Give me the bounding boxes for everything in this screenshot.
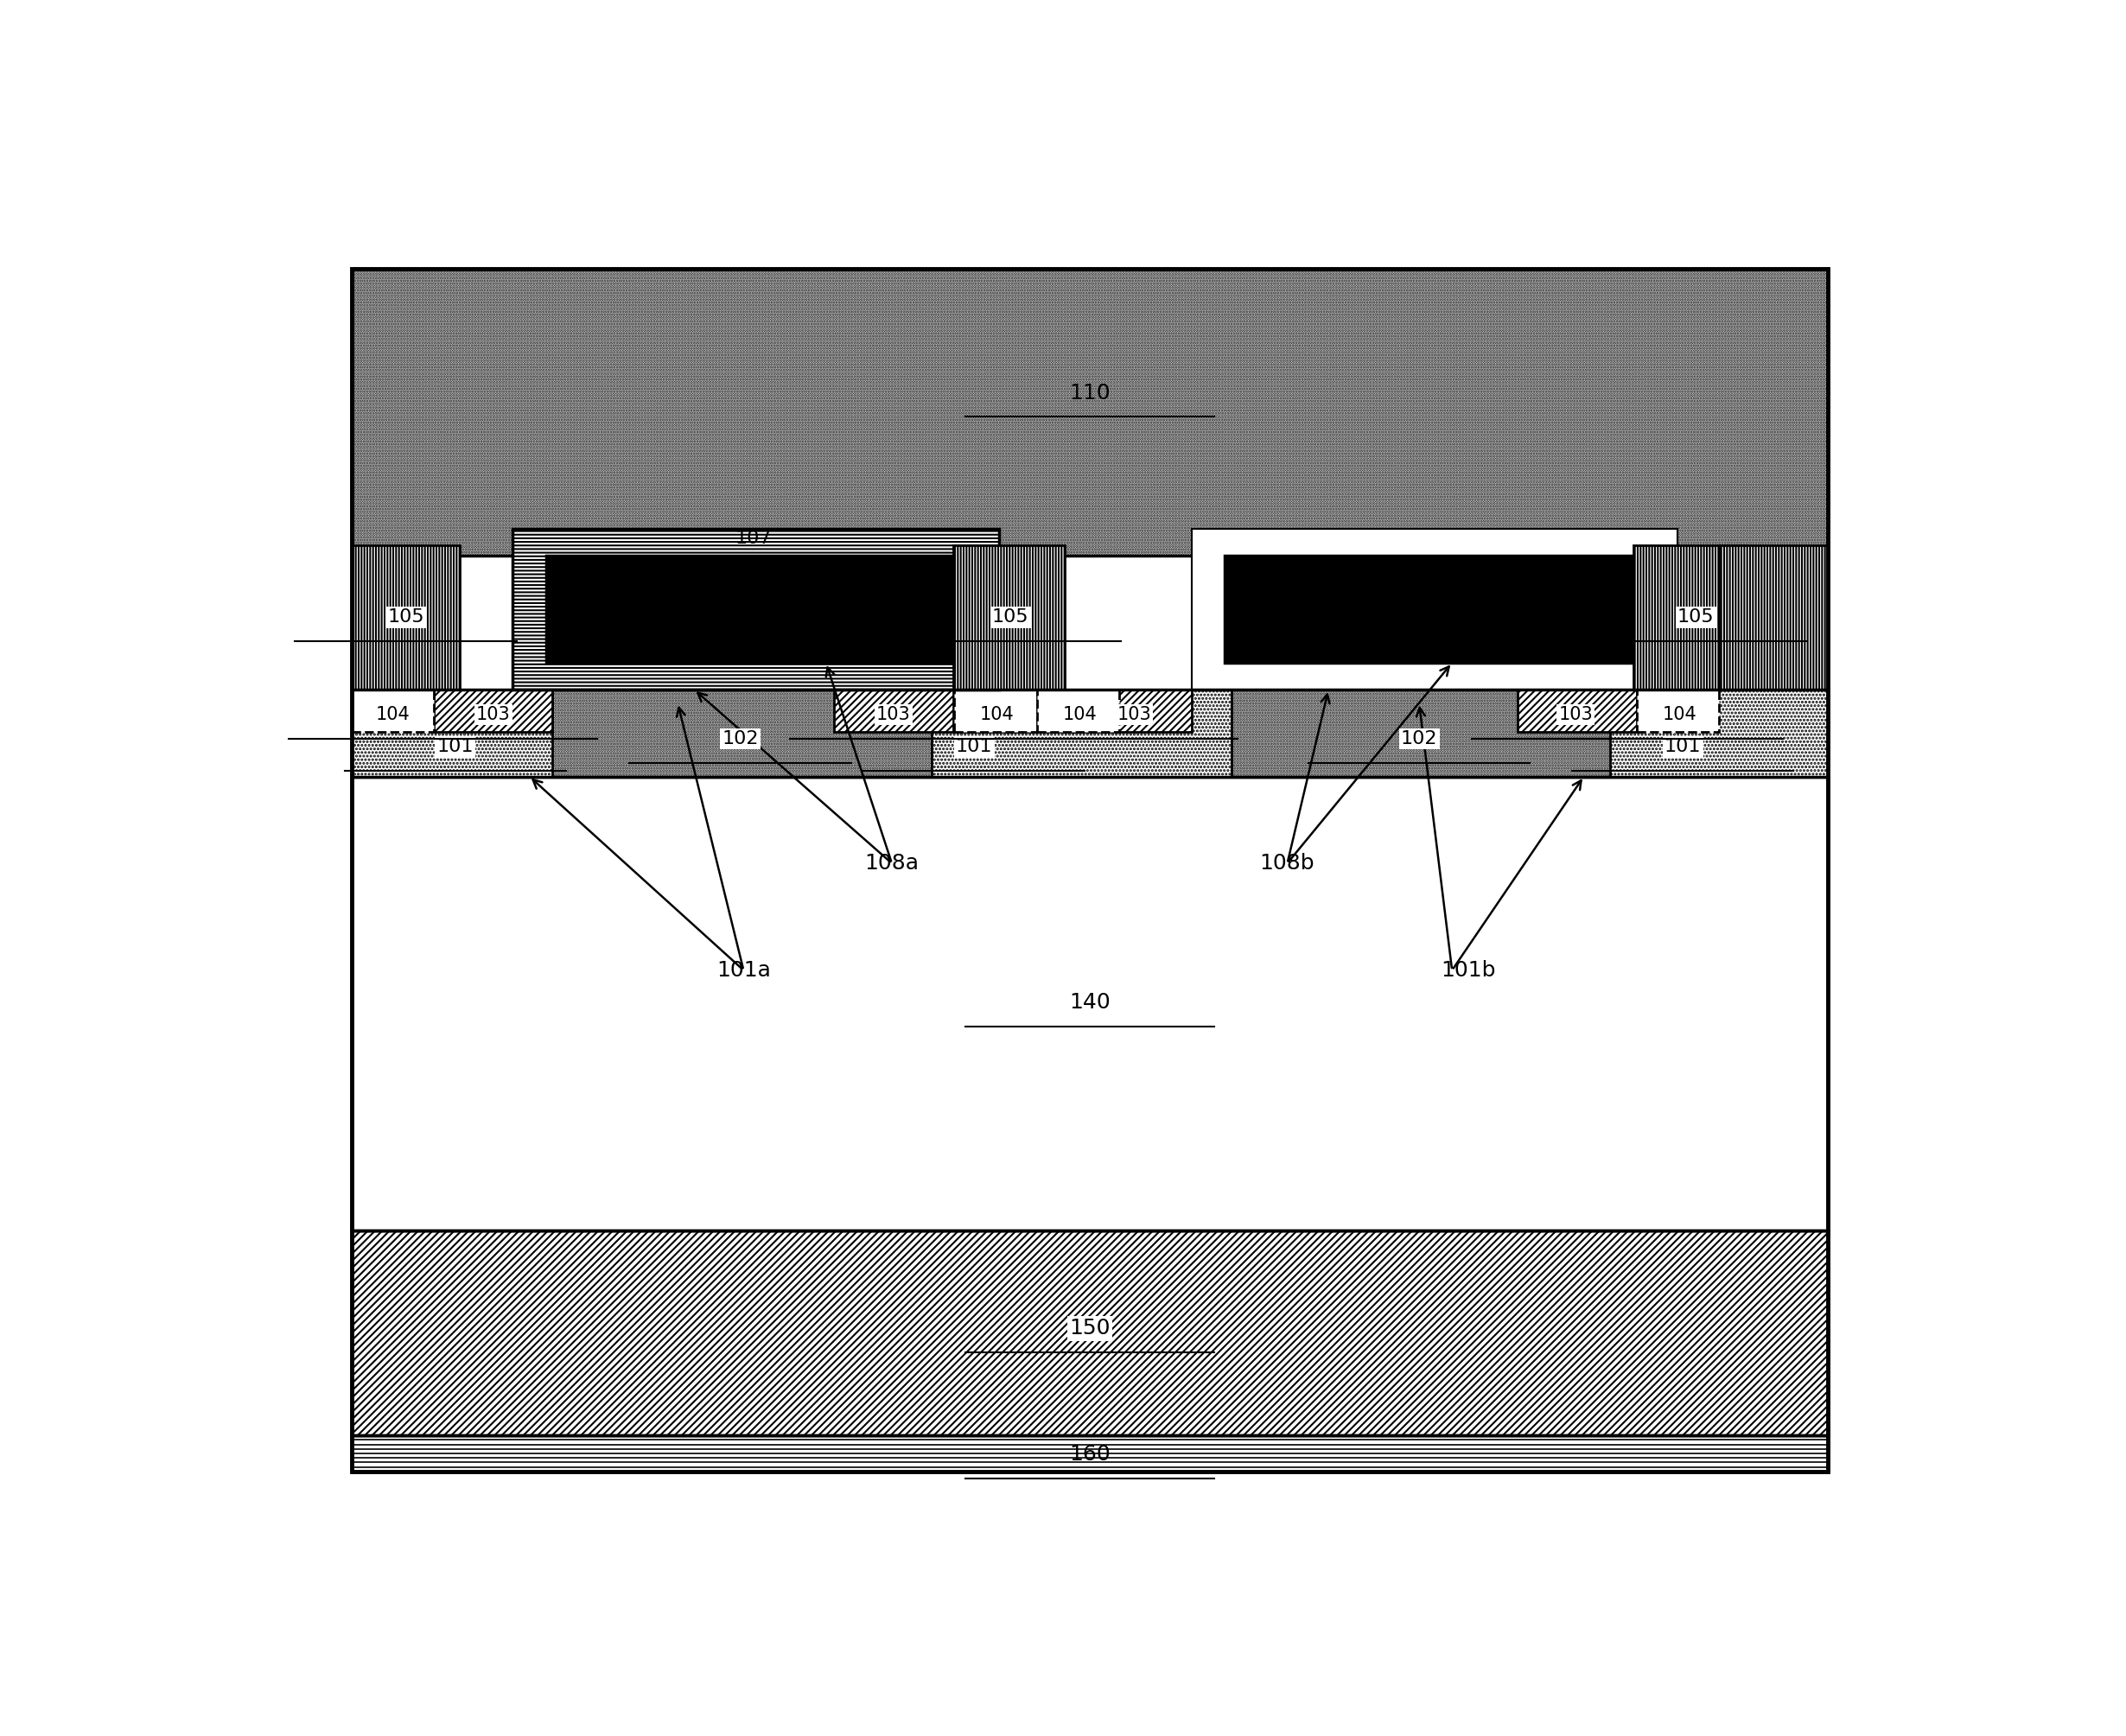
Text: 103: 103 — [1116, 707, 1152, 724]
Text: 101: 101 — [436, 738, 474, 755]
Text: 104: 104 — [1663, 707, 1697, 724]
Text: 104: 104 — [980, 707, 1014, 724]
Bar — [512, 529, 999, 689]
Text: 108b: 108b — [1261, 852, 1314, 873]
Bar — [955, 689, 1037, 733]
Bar — [351, 269, 1828, 556]
Text: 101b: 101b — [1441, 960, 1497, 981]
Text: 101: 101 — [957, 738, 993, 755]
Text: 106b: 106b — [1412, 601, 1461, 618]
Text: 104: 104 — [376, 707, 410, 724]
Bar — [1518, 689, 1637, 733]
Bar — [351, 1436, 1828, 1472]
Bar — [1231, 689, 1609, 776]
Text: 102: 102 — [1401, 731, 1437, 748]
Text: 101a: 101a — [716, 960, 772, 981]
Bar — [833, 689, 952, 733]
Bar — [351, 689, 434, 733]
Text: 104: 104 — [1063, 707, 1097, 724]
Bar — [1633, 545, 1745, 689]
Bar — [1720, 545, 1828, 689]
Text: 105: 105 — [387, 609, 425, 627]
Bar — [351, 689, 1828, 776]
Text: 103: 103 — [1558, 707, 1592, 724]
Bar — [1074, 689, 1193, 733]
Bar — [351, 269, 1828, 1472]
Bar — [952, 545, 1065, 689]
Text: 101: 101 — [1665, 738, 1701, 755]
Bar — [553, 689, 931, 776]
Bar — [351, 545, 459, 689]
Bar — [351, 776, 1828, 1231]
Text: 110: 110 — [1069, 382, 1110, 403]
Text: 103: 103 — [876, 707, 910, 724]
Bar — [1225, 556, 1646, 663]
Text: 107: 107 — [736, 529, 772, 547]
Bar — [546, 556, 965, 663]
Bar — [1037, 689, 1118, 733]
Text: 160: 160 — [1069, 1444, 1110, 1465]
Text: 102: 102 — [723, 731, 759, 748]
Text: 140: 140 — [1069, 991, 1110, 1012]
Text: 108a: 108a — [865, 852, 918, 873]
Text: 106a: 106a — [727, 601, 776, 618]
Text: 150: 150 — [1069, 1318, 1110, 1338]
Bar — [434, 689, 553, 733]
Bar — [1193, 529, 1677, 689]
Bar — [955, 689, 1074, 733]
Bar — [351, 1231, 1828, 1436]
Text: 105: 105 — [1677, 609, 1714, 627]
Text: 105: 105 — [993, 609, 1029, 627]
Bar — [1637, 689, 1720, 733]
Text: 103: 103 — [476, 707, 510, 724]
